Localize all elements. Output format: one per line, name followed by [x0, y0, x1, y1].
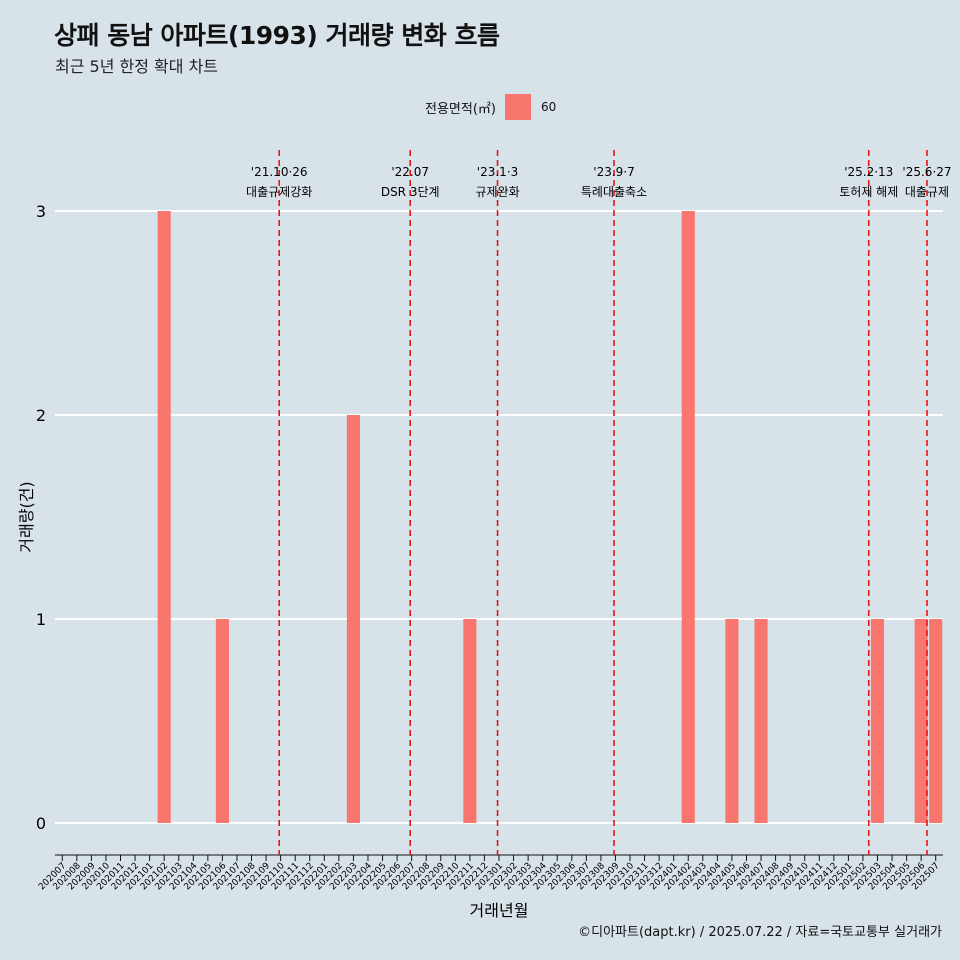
event-label: 규제완화: [475, 185, 519, 199]
y-tick-label: 0: [36, 814, 46, 833]
legend-label: 60: [540, 100, 557, 114]
chart-subtitle: 최근 5년 한정 확대 차트: [55, 57, 219, 76]
legend: 전용면적(㎡) 60: [425, 94, 556, 120]
event-date-label: '25.6·27: [902, 165, 951, 179]
bar: [725, 619, 739, 823]
bar: [914, 619, 928, 823]
legend-title: 전용면적(㎡): [425, 101, 496, 117]
bar: [929, 619, 943, 823]
event-label: 특례대출축소: [581, 185, 647, 199]
bar: [463, 619, 477, 823]
y-tick-label: 2: [36, 406, 46, 425]
y-axis-title: 거래량(건): [17, 481, 36, 552]
chart-title: 상패 동남 아파트(1993) 거래량 변화 흐름: [54, 21, 500, 50]
y-tick-label: 3: [36, 202, 46, 221]
chart-caption: ©디아파트(dapt.kr) / 2025.07.22 / 자료=국토교통부 실…: [578, 925, 942, 940]
bar: [870, 619, 885, 823]
y-tick-label: 1: [36, 610, 46, 629]
event-date-label: '23.1·3: [477, 165, 518, 179]
event-label: 토허제 해제: [839, 185, 898, 199]
event-label: DSR 3단계: [381, 185, 440, 199]
bar: [346, 415, 360, 823]
bar: [215, 619, 229, 823]
event-date-label: '21.10·26: [251, 165, 308, 179]
event-date-label: '22.07: [391, 165, 429, 179]
event-date-label: '23.9·7: [593, 165, 634, 179]
event-label: 대출규제: [905, 185, 949, 199]
event-date-label: '25.2·13: [844, 165, 893, 179]
bar: [754, 619, 768, 823]
x-axis-title: 거래년월: [470, 901, 529, 920]
bar: [681, 211, 695, 823]
event-label: 대출규제강화: [246, 185, 312, 199]
bar: [157, 211, 171, 823]
legend-swatch: [504, 94, 531, 120]
